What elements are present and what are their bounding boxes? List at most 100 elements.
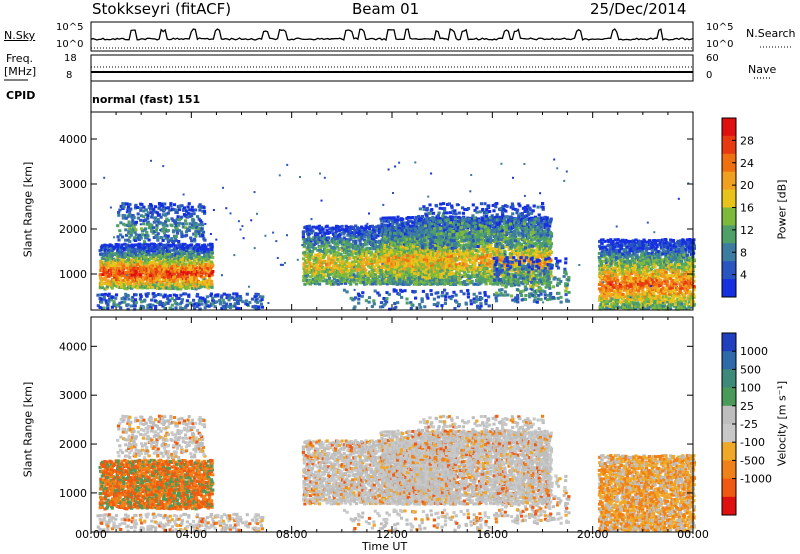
power-cell xyxy=(175,231,180,235)
power-cell xyxy=(178,243,182,247)
power-cell xyxy=(108,272,112,276)
power-cell xyxy=(154,274,158,278)
power-cell xyxy=(179,255,183,259)
power-cell xyxy=(125,202,129,206)
power-cell xyxy=(149,256,153,260)
power-cell xyxy=(170,276,174,280)
power-cell xyxy=(171,229,176,233)
power-cell xyxy=(161,254,165,258)
power-cell xyxy=(190,239,194,243)
power-cell xyxy=(399,239,403,242)
power-cell xyxy=(115,278,119,281)
power-cell xyxy=(354,282,359,286)
power-cell xyxy=(140,262,144,266)
power-cell xyxy=(110,245,114,249)
power-cell xyxy=(218,300,223,304)
power-cell xyxy=(162,260,166,264)
power-cell xyxy=(248,301,252,304)
power-cell xyxy=(311,229,315,233)
power-cell xyxy=(135,284,139,288)
power-cell xyxy=(163,275,167,279)
power-cell xyxy=(201,233,205,237)
power-cell xyxy=(104,272,108,276)
power-cell xyxy=(105,285,109,289)
power-cell xyxy=(123,273,127,277)
power-cell xyxy=(138,245,142,249)
power-cell xyxy=(150,229,154,232)
power-cell xyxy=(157,282,161,286)
power-cell xyxy=(116,243,120,247)
power-cell xyxy=(201,223,205,227)
power-cell xyxy=(192,298,196,302)
power-cell xyxy=(142,205,146,209)
power-cell xyxy=(105,244,109,248)
power-cell xyxy=(161,239,165,242)
power-cell xyxy=(98,249,102,253)
power-cell xyxy=(152,266,156,270)
power-cell xyxy=(154,262,158,266)
power-cell xyxy=(118,208,122,212)
power-cell xyxy=(166,252,170,256)
power-cell xyxy=(168,260,172,264)
power-cell xyxy=(154,205,158,209)
power-cell xyxy=(156,247,160,251)
power-cell xyxy=(179,285,183,288)
power-cell xyxy=(140,203,144,206)
power-cell xyxy=(129,281,133,285)
power-cell xyxy=(327,254,331,258)
power-cell xyxy=(146,211,150,215)
power-cell xyxy=(104,299,108,303)
power-cell xyxy=(138,250,142,254)
power-cell xyxy=(133,251,137,255)
power-cell xyxy=(166,229,170,232)
power-cell xyxy=(128,202,132,206)
power-cell xyxy=(139,236,143,240)
power-cell xyxy=(147,270,151,273)
power-cell xyxy=(105,254,110,258)
power-cell xyxy=(449,257,453,261)
power-cell xyxy=(146,292,150,296)
power-cell xyxy=(123,287,127,290)
power-cell xyxy=(149,253,153,257)
power-cell xyxy=(151,274,155,278)
power-cell xyxy=(172,203,177,207)
power-cell xyxy=(109,267,113,271)
nsearch-label: N.Search xyxy=(746,27,796,40)
power-cell xyxy=(116,224,120,228)
nave-label: Nave xyxy=(748,63,777,76)
power-cell xyxy=(187,202,191,206)
power-cell xyxy=(110,305,114,309)
power-cell xyxy=(134,281,138,285)
power-cell xyxy=(120,235,125,239)
power-cell xyxy=(129,283,133,287)
power-cell xyxy=(155,256,159,260)
power-cell xyxy=(126,243,130,247)
power-cell xyxy=(138,243,142,247)
power-cell xyxy=(164,255,168,259)
power-cell xyxy=(109,283,113,287)
power-cell xyxy=(126,280,130,284)
power-cell xyxy=(143,242,147,246)
power-cell xyxy=(332,249,336,253)
power-cell xyxy=(119,282,123,286)
power-cell xyxy=(485,267,489,271)
power-cell xyxy=(120,250,124,254)
power-cell xyxy=(139,267,143,271)
power-cell xyxy=(174,283,178,287)
power-cell xyxy=(119,281,123,285)
power-cell xyxy=(166,219,170,222)
power-cell xyxy=(156,284,160,288)
power-cell xyxy=(118,272,122,276)
power-cell xyxy=(323,259,327,263)
power-cell xyxy=(142,270,146,274)
power-cell xyxy=(115,256,119,260)
power-cell xyxy=(112,252,116,256)
power-cell xyxy=(198,296,202,300)
power-cell xyxy=(136,212,140,216)
power-cell xyxy=(138,279,143,283)
power-cell xyxy=(161,261,165,265)
power-cell xyxy=(397,282,401,286)
power-cell xyxy=(177,283,182,287)
power-cell xyxy=(151,283,155,287)
power-cell xyxy=(147,251,151,255)
